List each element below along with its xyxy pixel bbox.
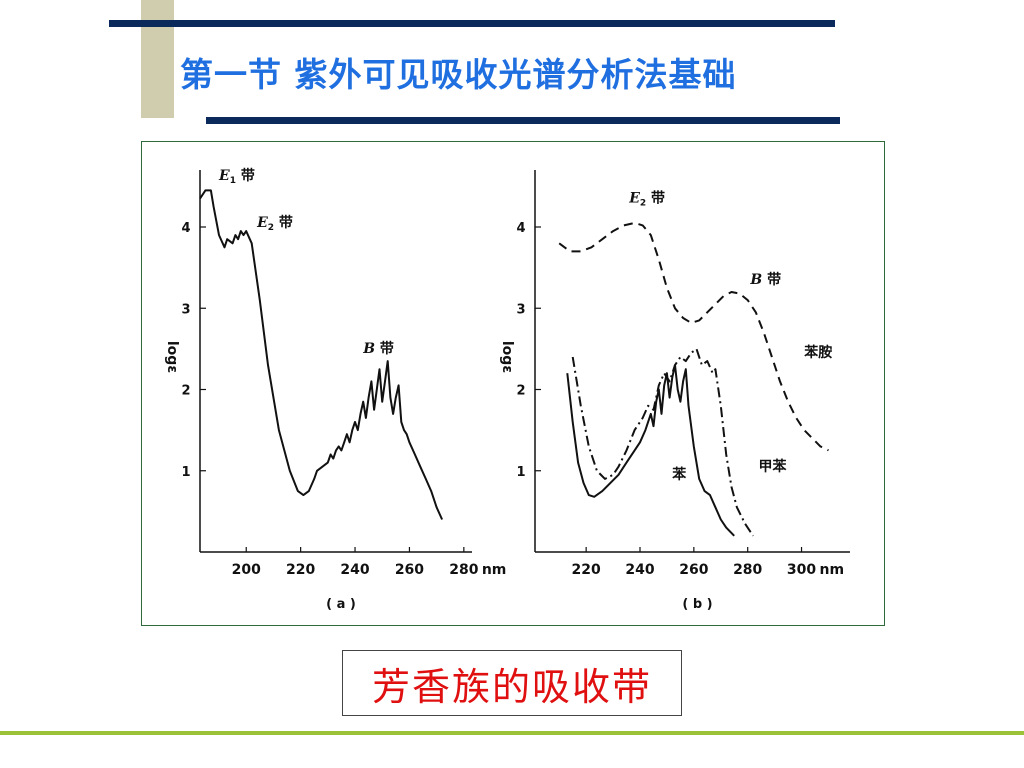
panel-a-x-tick-label: 280 bbox=[449, 562, 478, 578]
panel-b-y-tick-label: 1 bbox=[516, 465, 525, 480]
panel-b-series-line-2 bbox=[566, 364, 735, 537]
panel-b-y-label: logε bbox=[499, 341, 515, 373]
panel-a-annotation-1: E2 带 bbox=[256, 215, 293, 233]
panel-b-label: ( b ) bbox=[682, 597, 712, 612]
panel-b-x-tick-label: 240 bbox=[625, 562, 654, 578]
panel-b-x-tick-label: 280 bbox=[733, 562, 762, 578]
panel-a-y-tick-label: 1 bbox=[181, 465, 190, 480]
panel-b-y-tick-label: 3 bbox=[516, 302, 525, 317]
panel-b-x-tick-label: 260 bbox=[679, 562, 708, 578]
panel-b-annotation-3: 甲苯 bbox=[758, 458, 787, 475]
panel-a-y-label: logε bbox=[164, 341, 180, 373]
panel-a-annotation-2: B 带 bbox=[362, 341, 394, 357]
panel-b-x-unit: nm bbox=[820, 562, 845, 578]
panel-b-annotation-2: 苯胺 bbox=[803, 344, 832, 361]
caption-box: 芳香族的吸收带 bbox=[342, 650, 682, 716]
footer-rule bbox=[0, 731, 1024, 735]
panel-a-annotation-0: E1 带 bbox=[218, 168, 255, 186]
panel-a-y-tick-label: 4 bbox=[181, 221, 190, 236]
panel-b-x-tick-label: 220 bbox=[572, 562, 601, 578]
panel-a-label: ( a ) bbox=[326, 597, 356, 612]
accent-block bbox=[141, 0, 174, 118]
title-rule-top bbox=[109, 20, 835, 27]
title-rule-bottom bbox=[206, 117, 840, 124]
panel-b-series-line-0 bbox=[558, 221, 829, 452]
slide-title: 第一节 紫外可见吸收光谱分析法基础 bbox=[180, 55, 737, 94]
panel-b-x-tick-label: 300 bbox=[787, 562, 816, 578]
panel-b-annotation-0: E2 带 bbox=[628, 191, 665, 209]
panel-b-y-tick-label: 4 bbox=[516, 221, 525, 236]
panel-a-x-tick-label: 200 bbox=[232, 562, 261, 578]
panel-a-series-line-0 bbox=[199, 189, 444, 520]
panel-a-x-tick-label: 220 bbox=[286, 562, 315, 578]
caption-text: 芳香族的吸收带 bbox=[371, 664, 652, 709]
panel-a-y-tick-label: 3 bbox=[181, 302, 190, 317]
panel-b-annotation-4: 苯 bbox=[671, 466, 687, 483]
panel-a-x-unit: nm bbox=[482, 562, 507, 578]
panel-b-series-line-1 bbox=[571, 347, 754, 537]
panel-a-x-tick-label: 240 bbox=[340, 562, 369, 578]
panel-b-y-tick-label: 2 bbox=[516, 384, 525, 399]
panel-b-annotation-1: B 带 bbox=[749, 272, 781, 288]
panel-a-y-tick-label: 2 bbox=[181, 384, 190, 399]
panel-a-x-tick-label: 260 bbox=[395, 562, 424, 578]
